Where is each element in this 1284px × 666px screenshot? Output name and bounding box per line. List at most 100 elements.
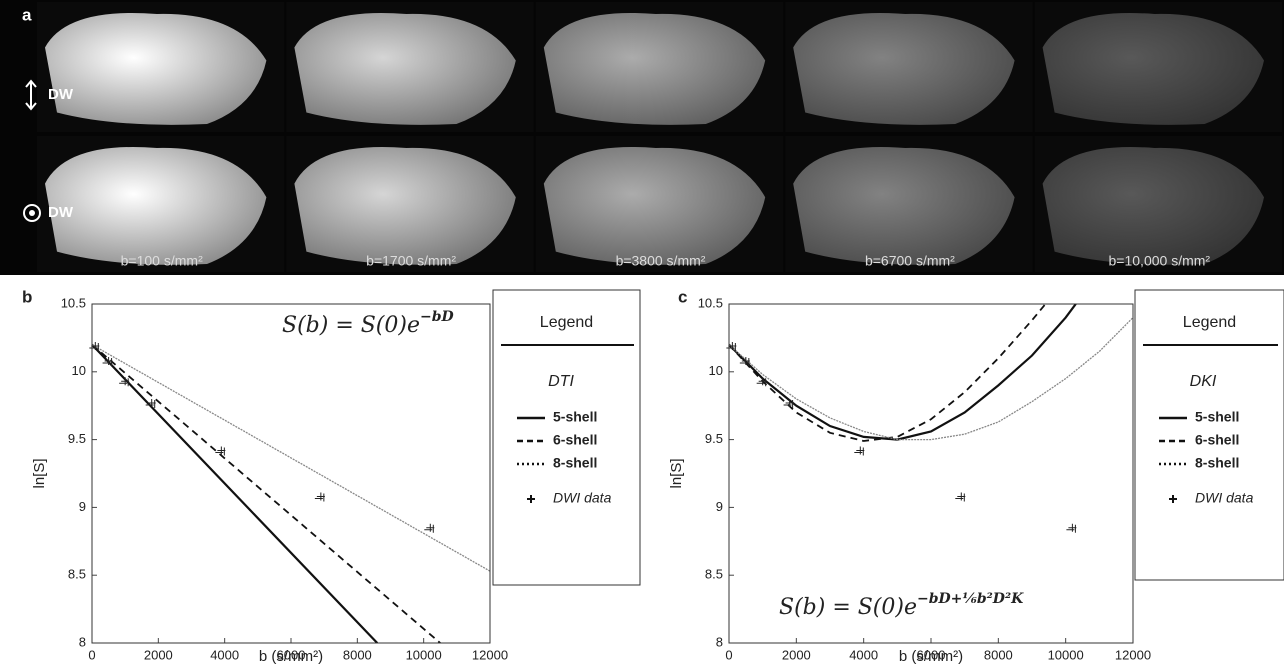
data-point bbox=[726, 342, 737, 352]
legend-subtitle: DTI bbox=[548, 373, 574, 390]
brain-image bbox=[294, 12, 516, 125]
brain-image bbox=[793, 147, 1015, 265]
series-line bbox=[92, 343, 379, 643]
brain-image bbox=[543, 12, 766, 125]
b-value-label: b=10,000 s/mm² bbox=[1109, 253, 1211, 269]
data-point bbox=[783, 398, 794, 408]
plot-frame bbox=[91, 303, 491, 644]
series-line bbox=[92, 343, 441, 643]
y-tick-label: 10.5 bbox=[61, 295, 86, 310]
legend-title: Legend bbox=[540, 314, 593, 331]
x-tick-label: 4000 bbox=[210, 647, 239, 662]
panel-label: c bbox=[678, 287, 687, 306]
legend-label: 6-shell bbox=[553, 432, 597, 448]
arrow-icon bbox=[25, 79, 37, 111]
data-point bbox=[424, 523, 435, 533]
x-axis-label: b (s/mm²) bbox=[259, 648, 323, 665]
x-tick-label: 0 bbox=[88, 647, 95, 662]
b-value-label: b=1700 s/mm² bbox=[366, 253, 456, 269]
y-tick-label: 9.5 bbox=[705, 431, 723, 446]
brain-image bbox=[543, 147, 766, 265]
y-tick-label: 10 bbox=[72, 363, 86, 378]
row-label: DW bbox=[48, 204, 74, 221]
equation: S(b) = S(0)e−bD bbox=[282, 309, 455, 338]
brain-image bbox=[1042, 147, 1264, 265]
y-axis-label: ln[S] bbox=[668, 458, 685, 488]
image-tiles bbox=[37, 2, 1282, 272]
legend-box bbox=[1134, 289, 1284, 581]
brain-image bbox=[793, 12, 1015, 125]
data-point bbox=[955, 492, 966, 502]
x-tick-label: 4000 bbox=[849, 647, 878, 662]
brain-image bbox=[294, 147, 516, 265]
data-point bbox=[854, 446, 865, 456]
x-tick-label: 10000 bbox=[406, 647, 442, 662]
data-point bbox=[314, 492, 325, 502]
panel-label: a bbox=[22, 5, 32, 24]
x-tick-label: 0 bbox=[725, 647, 732, 662]
y-tick-label: 8.5 bbox=[705, 567, 723, 582]
row-label: DW bbox=[48, 86, 74, 103]
x-tick-label: 2000 bbox=[144, 647, 173, 662]
equation-exponent: −bD+⅙b²D²K bbox=[917, 591, 1024, 607]
data-point bbox=[119, 377, 130, 387]
legend-label: DWI data bbox=[1195, 490, 1254, 506]
x-tick-label: 8000 bbox=[984, 647, 1013, 662]
legend-label: 8-shell bbox=[553, 455, 597, 471]
legend-label: 8-shell bbox=[1195, 455, 1239, 471]
plot-frame bbox=[728, 303, 1134, 644]
y-tick-label: 10.5 bbox=[698, 295, 723, 310]
legend-title: Legend bbox=[1183, 314, 1236, 331]
equation-base: S(b) = S(0)e bbox=[779, 595, 917, 620]
y-tick-label: 8.5 bbox=[68, 567, 86, 582]
legend-label: DWI data bbox=[553, 490, 612, 506]
legend-box bbox=[492, 289, 641, 586]
y-axis-label: ln[S] bbox=[31, 458, 48, 488]
y-tick-label: 9 bbox=[79, 499, 86, 514]
legend-marker bbox=[1169, 495, 1177, 503]
x-tick-label: 10000 bbox=[1048, 647, 1084, 662]
brain-image bbox=[45, 12, 267, 125]
data-point bbox=[215, 446, 226, 456]
brain-image bbox=[1042, 12, 1264, 125]
data-point bbox=[739, 356, 750, 366]
series-line bbox=[92, 344, 490, 572]
x-tick-label: 8000 bbox=[343, 647, 372, 662]
brain-image bbox=[45, 147, 267, 265]
x-tick-label: 12000 bbox=[472, 647, 508, 662]
x-tick-label: 2000 bbox=[782, 647, 811, 662]
y-tick-label: 8 bbox=[79, 634, 86, 649]
series-line bbox=[729, 317, 1133, 441]
series-line bbox=[729, 304, 1077, 441]
legend-label: 5-shell bbox=[1195, 409, 1239, 425]
b-value-label: b=100 s/mm² bbox=[121, 253, 203, 269]
x-axis-label: b (s/mm²) bbox=[899, 648, 963, 665]
data-point bbox=[145, 398, 156, 408]
data-point bbox=[756, 377, 767, 387]
y-tick-label: 9 bbox=[716, 499, 723, 514]
b-value-label: b=6700 s/mm² bbox=[865, 253, 955, 269]
data-point bbox=[1066, 523, 1077, 533]
x-tick-label: 6000 bbox=[917, 647, 946, 662]
equation-base: S(b) = S(0)e bbox=[282, 313, 420, 338]
legend-subtitle: DKI bbox=[1190, 373, 1217, 390]
panel-label: b bbox=[22, 287, 32, 306]
legend-label: 6-shell bbox=[1195, 432, 1239, 448]
data-point bbox=[89, 342, 100, 352]
equation: S(b) = S(0)e−bD+⅙b²D²K bbox=[779, 591, 1024, 620]
equation-exponent: −bD bbox=[420, 309, 455, 325]
legend-label: 5-shell bbox=[553, 409, 597, 425]
y-tick-label: 9.5 bbox=[68, 431, 86, 446]
b-value-label: b=3800 s/mm² bbox=[616, 253, 706, 269]
circle-icon bbox=[23, 204, 41, 222]
x-tick-label: 6000 bbox=[277, 647, 306, 662]
legend-marker bbox=[527, 495, 535, 503]
data-point bbox=[102, 356, 113, 366]
series-line bbox=[729, 304, 1047, 442]
y-tick-label: 8 bbox=[716, 634, 723, 649]
x-tick-label: 12000 bbox=[1115, 647, 1151, 662]
y-tick-label: 10 bbox=[709, 363, 723, 378]
circle-icon bbox=[29, 210, 35, 216]
